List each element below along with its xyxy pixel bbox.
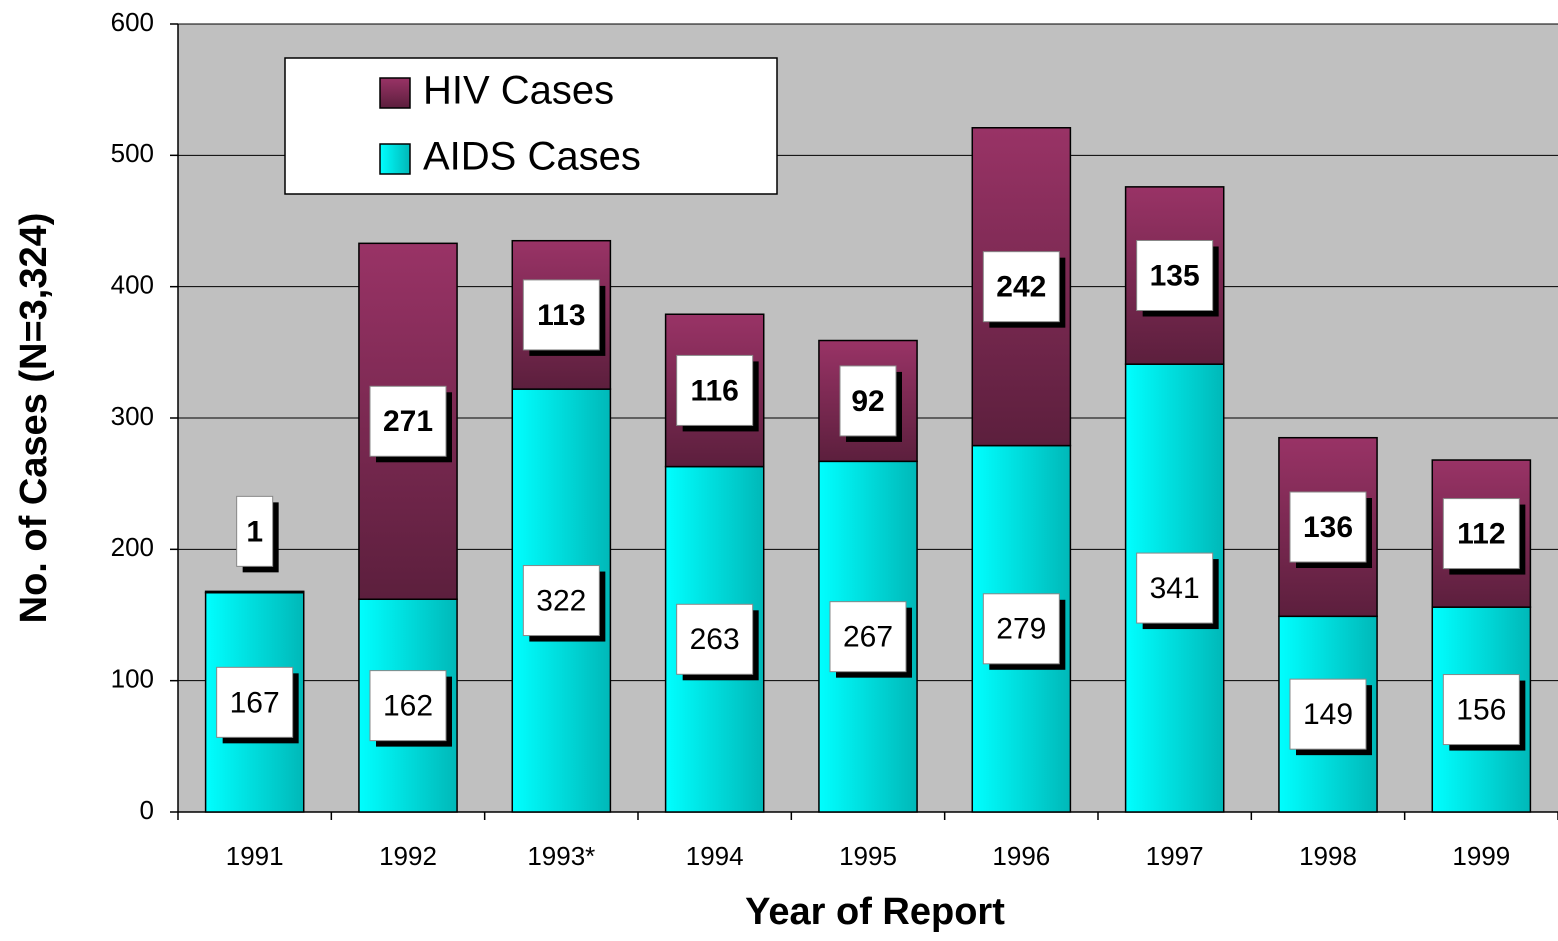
bar-segment xyxy=(204,590,305,594)
y-tick-label: 400 xyxy=(111,270,154,300)
x-tick-label: 1991 xyxy=(226,841,284,871)
y-tick-label: 500 xyxy=(111,138,154,168)
x-axis-title: Year of Report xyxy=(745,891,1005,933)
data-label: 136 xyxy=(1303,511,1353,544)
label-box xyxy=(1442,674,1520,746)
legend-box xyxy=(284,57,778,195)
data-label: 156 xyxy=(1456,693,1506,726)
y-axis-title: No. of Cases (N=3,324) xyxy=(13,213,55,624)
label-box xyxy=(982,251,1060,323)
y-tick-label: 300 xyxy=(111,401,154,431)
label-box xyxy=(1442,498,1520,570)
data-label: 242 xyxy=(996,271,1046,304)
x-tick-label: 1992 xyxy=(379,841,437,871)
y-tick-label: 0 xyxy=(140,795,154,825)
label-box xyxy=(1289,678,1367,750)
data-label: 135 xyxy=(1150,259,1200,292)
label-box xyxy=(369,670,447,742)
x-tick-label: 1993* xyxy=(527,841,595,871)
x-tick-label: 1998 xyxy=(1299,841,1357,871)
data-label: 267 xyxy=(843,621,893,654)
label-box xyxy=(522,279,600,351)
label-box xyxy=(1289,491,1367,563)
x-tick-label: 1994 xyxy=(686,841,744,871)
label-box xyxy=(1136,240,1214,312)
x-tick-label: 1997 xyxy=(1146,841,1204,871)
legend-label: HIV Cases xyxy=(423,69,614,113)
legend-swatch xyxy=(379,143,411,175)
label-box xyxy=(1136,552,1214,624)
data-label: 113 xyxy=(537,299,585,332)
label-box xyxy=(676,603,754,675)
data-label: 341 xyxy=(1150,572,1200,605)
y-tick-label: 100 xyxy=(111,664,154,694)
y-tick-label: 600 xyxy=(111,7,154,37)
label-box xyxy=(236,495,274,567)
label-box xyxy=(369,385,447,457)
data-label: 322 xyxy=(536,584,586,617)
x-tick-label: 1995 xyxy=(839,841,897,871)
data-label: 116 xyxy=(690,374,738,407)
data-label: 263 xyxy=(690,623,740,656)
data-label: 112 xyxy=(1457,517,1505,550)
data-label: 271 xyxy=(383,405,433,438)
data-label: 92 xyxy=(851,385,884,418)
data-label: 162 xyxy=(383,690,433,723)
x-tick-label: 1999 xyxy=(1452,841,1510,871)
data-label: 167 xyxy=(230,686,280,719)
legend-swatch xyxy=(379,77,411,109)
label-box xyxy=(522,565,600,637)
label-box xyxy=(216,666,294,738)
data-label: 149 xyxy=(1303,698,1353,731)
y-tick-label: 200 xyxy=(111,532,154,562)
x-tick-label: 1996 xyxy=(992,841,1050,871)
legend-label: AIDS Cases xyxy=(423,135,641,179)
label-box xyxy=(829,601,907,673)
data-label: 279 xyxy=(996,613,1046,646)
label-box xyxy=(676,354,754,426)
data-label: 1 xyxy=(246,515,263,548)
label-box xyxy=(839,365,897,437)
label-box xyxy=(982,593,1060,665)
